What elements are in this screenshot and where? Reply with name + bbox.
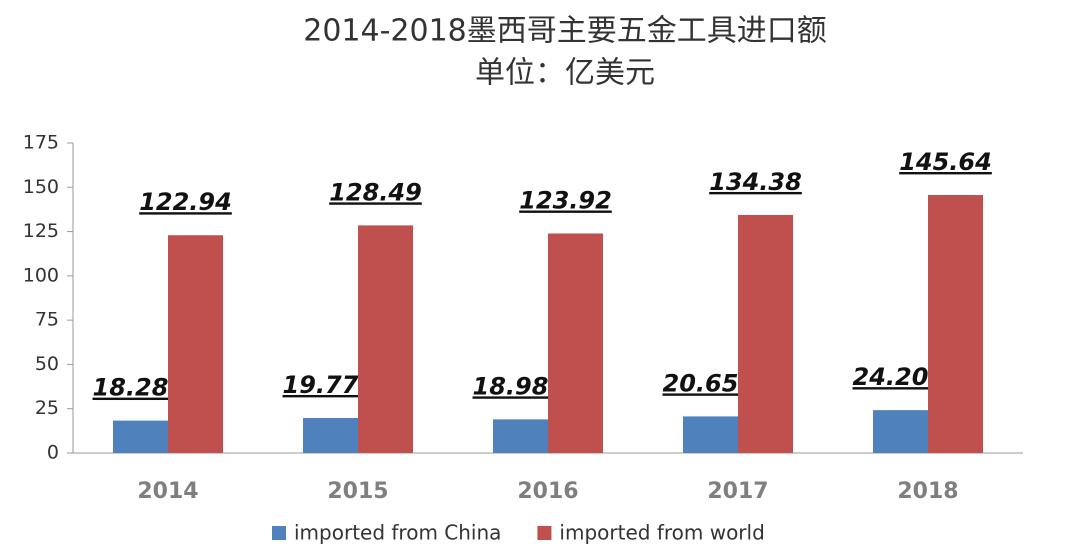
value-label: 18.28	[93, 374, 169, 402]
bar	[928, 195, 983, 453]
chart-title: 2014-2018墨西哥主要五金工具进口额	[303, 14, 827, 49]
legend-swatch	[537, 526, 552, 540]
x-tick-label: 2016	[517, 479, 578, 504]
value-label: 145.64	[899, 148, 992, 176]
value-label: 134.38	[709, 168, 802, 196]
y-tick-label: 50	[35, 353, 59, 375]
bar	[113, 420, 168, 453]
x-tick-label: 2017	[707, 479, 768, 504]
bar	[303, 417, 358, 453]
y-tick-label: 150	[23, 176, 59, 198]
bar	[738, 214, 793, 453]
x-tick-label: 2018	[897, 479, 958, 504]
bar	[168, 235, 223, 453]
bar	[683, 416, 738, 453]
bar	[873, 410, 928, 453]
bar	[493, 419, 548, 453]
value-label: 128.49	[329, 178, 422, 206]
y-tick-label: 25	[35, 397, 59, 419]
value-label: 19.77	[283, 371, 359, 399]
value-label: 122.94	[139, 188, 232, 216]
y-tick-label: 0	[47, 442, 59, 464]
y-tick-label: 100	[23, 264, 59, 286]
value-label: 18.98	[473, 372, 549, 400]
value-label: 123.92	[519, 186, 612, 214]
chart-subtitle: 单位：亿美元	[475, 56, 655, 91]
x-tick-label: 2014	[137, 479, 198, 504]
legend-label: imported from China	[294, 521, 501, 545]
value-label: 20.65	[663, 369, 739, 397]
legend-label: imported from world	[559, 521, 764, 545]
value-label: 24.20	[853, 363, 929, 391]
legend-swatch	[272, 526, 286, 540]
bar	[358, 225, 413, 453]
y-tick-label: 125	[23, 220, 59, 242]
x-tick-label: 2015	[327, 479, 388, 504]
y-tick-label: 175	[23, 132, 59, 154]
bar	[548, 233, 603, 453]
y-tick-label: 75	[35, 309, 59, 331]
